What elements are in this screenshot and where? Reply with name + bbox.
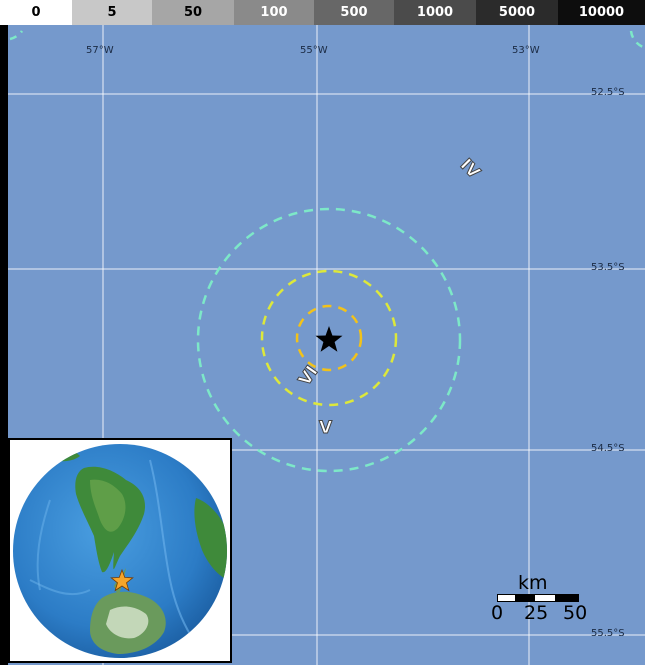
edge-contour [629, 30, 644, 49]
edge-contour [9, 30, 24, 41]
legend-cell-5: 5 [72, 0, 152, 25]
globe-inset [8, 438, 232, 663]
scale-segment [515, 595, 535, 601]
legend-label: 100 [260, 5, 288, 20]
latitude-label: 53.5°S [591, 262, 625, 273]
legend-cell-50: 50 [152, 0, 234, 25]
intensity-contour-vi-outer [260, 269, 398, 407]
star-icon [315, 326, 343, 352]
map-graphics [8, 25, 645, 665]
antarctica-ice [106, 606, 149, 639]
legend-label: 5 [107, 5, 117, 20]
legend-label: 50 [183, 5, 203, 20]
orange-star-icon [110, 568, 134, 592]
scale-segment [555, 595, 578, 601]
africa-landmass [194, 498, 227, 580]
scale-tick: 0 [491, 602, 504, 624]
legend-label: 500 [340, 5, 368, 20]
longitude-label: 55°W [300, 45, 328, 56]
intensity-contour-vi-inner [295, 304, 363, 372]
legend-cell-5000: 5000 [476, 0, 558, 25]
legend-cell-500: 500 [314, 0, 394, 25]
legend-label: 0 [31, 5, 41, 20]
legend-label: 5000 [498, 5, 536, 20]
ocean-ridge [36, 499, 51, 591]
latitude-label: 54.5°S [591, 443, 625, 454]
legend-label: 1000 [416, 5, 454, 20]
longitude-label: 57°W [86, 45, 114, 56]
legend-cell-0: 0 [0, 0, 72, 25]
latitude-label: 55.5°S [591, 628, 625, 639]
intensity-label: V [318, 418, 333, 439]
population-legend: 0 5 50 100 500 1000 5000 10000 [0, 0, 645, 25]
legend-cell-100: 100 [234, 0, 314, 25]
ocean-ridge [29, 579, 91, 596]
legend-label: 10000 [578, 5, 625, 20]
intensity-contour-v [196, 207, 462, 473]
scale-bar-graphic [497, 594, 579, 602]
legend-cell-1000: 1000 [394, 0, 476, 25]
south-america-detail [90, 479, 126, 532]
scale-bar: km 0 25 50 [491, 572, 594, 627]
latitude-label: 52.5°S [591, 87, 625, 98]
legend-cell-10000: 10000 [558, 0, 645, 25]
scale-tick: 50 [563, 602, 588, 624]
scale-tick: 25 [524, 602, 549, 624]
globe-graphic [13, 444, 227, 658]
longitude-label: 53°W [512, 45, 540, 56]
scale-unit: km [518, 572, 548, 594]
